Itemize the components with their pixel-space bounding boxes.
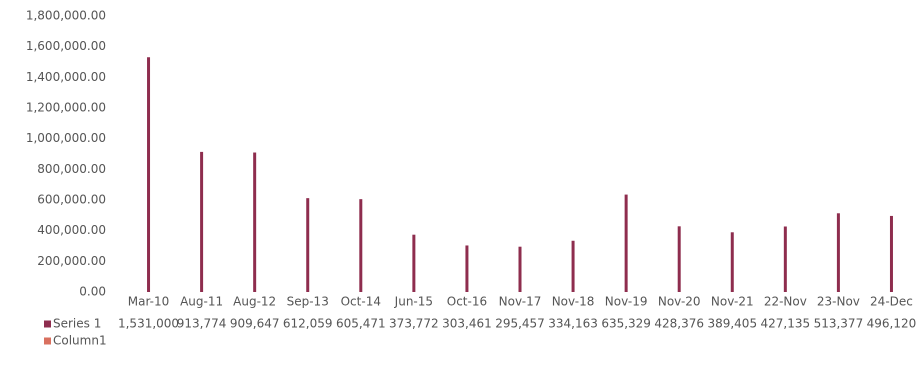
bar: [359, 199, 363, 292]
table-value: 913,774: [177, 317, 227, 331]
x-tick-label: Jun-15: [394, 295, 433, 309]
table-value: 513,377: [814, 317, 864, 331]
legend-label: Column1: [53, 334, 107, 348]
table-value: 605,471: [336, 317, 386, 331]
table-value: 427,135: [761, 317, 811, 331]
table-value: 303,461: [442, 317, 492, 331]
x-tick-label: 24-Dec: [870, 295, 913, 309]
bar: [677, 226, 681, 292]
table-value: 496,120: [867, 317, 917, 331]
bar: [836, 213, 840, 292]
y-tick-label: 800,000.00: [37, 162, 106, 176]
bar: [730, 232, 734, 292]
table-value: 295,457: [495, 317, 545, 331]
y-tick-label: 600,000.00: [37, 193, 106, 207]
table-value: 373,772: [389, 317, 439, 331]
y-tick-label: 1,600,000.00: [26, 39, 106, 53]
x-tick-label: Nov-17: [499, 295, 542, 309]
bar: [253, 152, 257, 292]
y-tick-label: 200,000.00: [37, 254, 106, 268]
table-value: 612,059: [283, 317, 333, 331]
x-tick-label: 22-Nov: [764, 295, 807, 309]
table-value: 909,647: [230, 317, 280, 331]
y-tick-label: 1,200,000.00: [26, 101, 106, 115]
table-value: 334,163: [548, 317, 598, 331]
y-tick-label: 1,400,000.00: [26, 70, 106, 84]
bar: [465, 245, 469, 292]
y-tick-label: 1,800,000.00: [26, 9, 106, 23]
table-value: 428,376: [654, 317, 704, 331]
x-tick-label: 23-Nov: [817, 295, 860, 309]
legend-swatch: [44, 320, 51, 328]
legend-swatch: [44, 337, 51, 345]
x-tick-label: Sep-13: [287, 295, 329, 309]
table-value: 389,405: [707, 317, 757, 331]
bar: [624, 194, 628, 292]
table-value: 635,329: [601, 317, 651, 331]
x-tick-label: Nov-20: [658, 295, 701, 309]
x-tick-label: Aug-12: [233, 295, 276, 309]
table-value: 1,531,000: [118, 317, 179, 331]
y-tick-label: 0.00: [79, 285, 106, 299]
bar: [200, 151, 204, 292]
y-tick-label: 400,000.00: [37, 223, 106, 237]
bar: [889, 215, 893, 292]
legend-label: Series 1: [53, 317, 101, 331]
bar: [306, 198, 310, 292]
bar: [518, 246, 522, 292]
bar: [147, 57, 151, 292]
x-tick-label: Aug-11: [180, 295, 223, 309]
x-tick-label: Oct-16: [447, 295, 487, 309]
x-tick-label: Oct-14: [341, 295, 381, 309]
bar: [412, 234, 416, 292]
x-tick-label: Nov-18: [552, 295, 595, 309]
y-tick-label: 1,000,000.00: [26, 131, 106, 145]
bar: [571, 240, 575, 292]
x-tick-label: Nov-19: [605, 295, 648, 309]
x-tick-label: Mar-10: [128, 295, 169, 309]
x-tick-label: Nov-21: [711, 295, 754, 309]
bar: [783, 226, 787, 292]
